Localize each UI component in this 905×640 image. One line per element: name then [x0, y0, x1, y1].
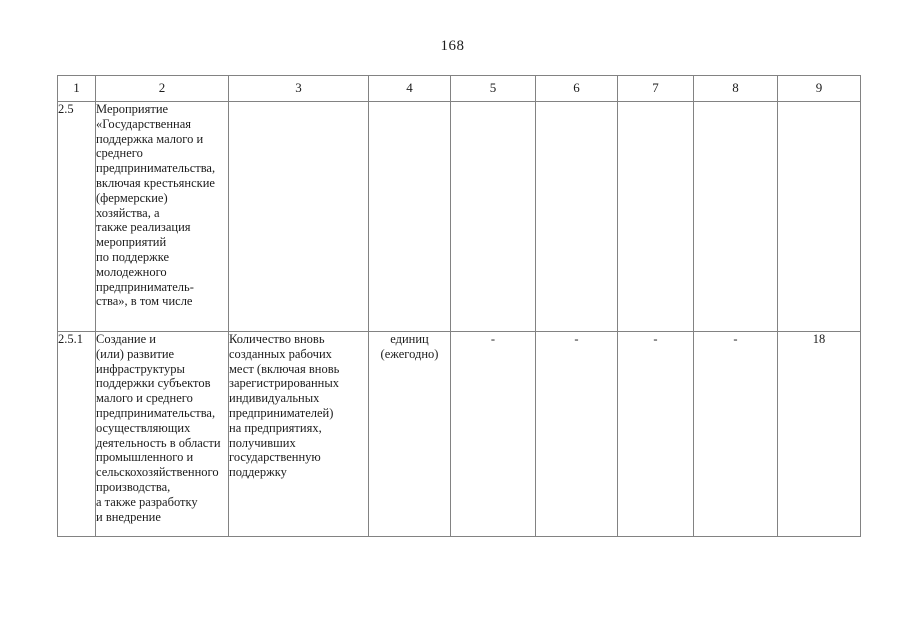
header-cell-4: 4: [368, 75, 451, 102]
table-row-2-5-1: 2.5.1 Создание и (или) развитие инфрастр…: [57, 331, 861, 537]
header-cell-5: 5: [450, 75, 536, 102]
row-2-5-col-3: [228, 101, 369, 332]
header-cell-6: 6: [535, 75, 618, 102]
row-2-5-col-8: [693, 101, 778, 332]
row-2-5-1-col-4: единиц (ежегодно): [368, 331, 451, 537]
header-cell-1: 1: [57, 75, 96, 102]
header-cell-8: 8: [693, 75, 778, 102]
row-2-5-col-6: [535, 101, 618, 332]
row-2-5-1-col-1: 2.5.1: [57, 331, 96, 537]
row-2-5-col-2: Мероприятие «Государственная поддержка м…: [95, 101, 229, 332]
row-2-5-col-7: [617, 101, 694, 332]
header-cell-2: 2: [95, 75, 229, 102]
row-2-5-1-col-9: 18: [777, 331, 861, 537]
row-2-5-col-9: [777, 101, 861, 332]
page-number: 168: [440, 38, 465, 54]
row-2-5-1-col-2: Создание и (или) развитие инфраструктуры…: [95, 331, 229, 537]
header-cell-7: 7: [617, 75, 694, 102]
indicators-table: 1 2 3 4 5 6 7 8 9 2.5 Мероприятие «Госуд…: [57, 75, 861, 537]
row-2-5-1-col-5: -: [450, 331, 536, 537]
row-2-5-col-1: 2.5: [57, 101, 96, 332]
row-2-5-col-4: [368, 101, 451, 332]
table-row-2-5: 2.5 Мероприятие «Государственная поддерж…: [57, 101, 861, 332]
header-cell-3: 3: [228, 75, 369, 102]
row-2-5-col-5: [450, 101, 536, 332]
row-2-5-1-col-6: -: [535, 331, 618, 537]
table-header-row: 1 2 3 4 5 6 7 8 9: [57, 75, 861, 102]
header-cell-9: 9: [777, 75, 861, 102]
row-2-5-1-col-3: Количество вновь созданных рабочих мест …: [228, 331, 369, 537]
row-2-5-1-col-8: -: [693, 331, 778, 537]
row-2-5-1-col-7: -: [617, 331, 694, 537]
